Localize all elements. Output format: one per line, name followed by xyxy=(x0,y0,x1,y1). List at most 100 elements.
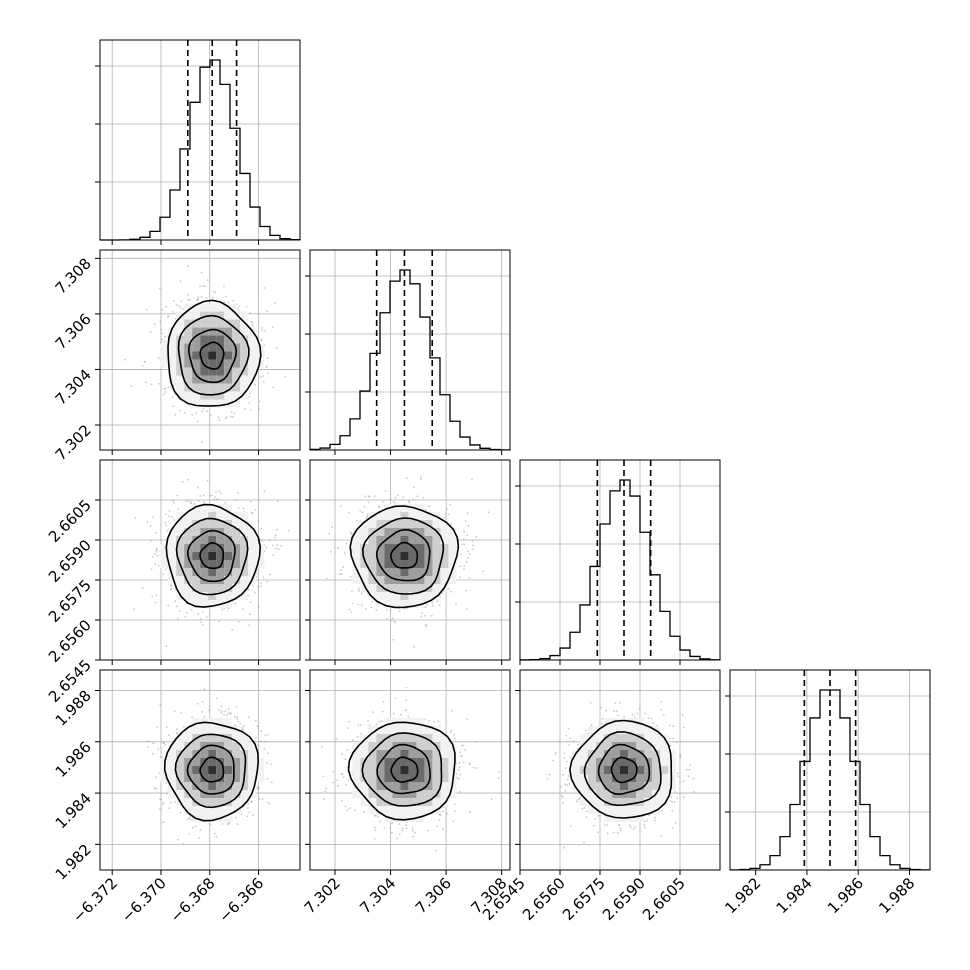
histogram-panel-2 xyxy=(515,459,721,665)
density-cell xyxy=(232,790,241,798)
density-cell xyxy=(216,319,225,328)
density-cell xyxy=(248,544,257,552)
density-cell xyxy=(208,528,217,536)
density-cell xyxy=(184,576,193,584)
density-cell xyxy=(368,742,377,750)
density-cell xyxy=(352,536,361,544)
density-cell xyxy=(248,375,257,384)
density-cell xyxy=(208,335,217,344)
density-cell xyxy=(224,592,233,600)
panel-frame xyxy=(309,459,511,661)
density-cell xyxy=(408,560,417,568)
density-cell xyxy=(360,576,369,584)
density-cell xyxy=(168,528,177,536)
density-cell xyxy=(208,798,217,806)
density-cell xyxy=(636,742,644,750)
density-cell xyxy=(184,375,193,384)
density-cell xyxy=(408,544,417,552)
density-cell xyxy=(216,375,225,384)
density-cell xyxy=(368,552,377,560)
density-cell xyxy=(200,504,209,512)
density-cell xyxy=(588,742,596,750)
density-cell xyxy=(184,391,193,400)
density-cell xyxy=(184,592,193,600)
density-cell xyxy=(184,367,193,376)
density-cell xyxy=(416,798,425,806)
density-cell xyxy=(604,798,612,806)
contour-level xyxy=(349,505,460,609)
density-cell xyxy=(232,359,241,368)
density-cell xyxy=(240,512,249,520)
density-cell xyxy=(192,512,201,520)
contour-level xyxy=(390,541,419,569)
density-cell xyxy=(176,528,185,536)
density-cell xyxy=(208,359,217,368)
density-cell xyxy=(416,552,425,560)
density-cell xyxy=(588,782,596,790)
density-cell xyxy=(232,766,241,774)
density-cell xyxy=(612,798,620,806)
panel-frame xyxy=(519,669,721,871)
density-cell xyxy=(644,774,652,782)
density-cell xyxy=(160,359,169,368)
x-tick-label: 2.6575 xyxy=(559,874,609,924)
density-cell xyxy=(572,782,580,790)
density-cell xyxy=(200,790,209,798)
density-cell xyxy=(168,790,177,798)
density-cell xyxy=(368,726,377,734)
density-cell xyxy=(596,782,604,790)
density-cell xyxy=(612,726,620,734)
density-cell xyxy=(224,758,233,766)
density-cell xyxy=(360,782,369,790)
y-tick-label: 7.302 xyxy=(52,421,95,464)
density-cell xyxy=(440,742,449,750)
density-cell xyxy=(440,790,449,798)
density-cell xyxy=(620,766,628,774)
density-cell xyxy=(660,750,668,758)
density-cell xyxy=(192,766,201,774)
density-cell xyxy=(448,576,457,584)
density-cell xyxy=(216,742,225,750)
density-cell xyxy=(184,327,193,336)
density-cell xyxy=(224,790,233,798)
density-cell xyxy=(368,774,377,782)
density-cell xyxy=(232,552,241,560)
density-cell xyxy=(360,790,369,798)
density-cell xyxy=(424,806,433,814)
density-cell xyxy=(168,375,177,384)
density-cell xyxy=(352,528,361,536)
density-cell xyxy=(416,750,425,758)
density-cell xyxy=(216,351,225,360)
density-cell xyxy=(408,774,417,782)
density-cell xyxy=(168,750,177,758)
density-cell xyxy=(176,319,185,328)
density-cell xyxy=(392,504,401,512)
density-cell xyxy=(176,520,185,528)
density-cell xyxy=(160,560,169,568)
x-tick-label: 1.984 xyxy=(773,874,816,917)
density-cell xyxy=(232,536,241,544)
y-tick-label: 1.984 xyxy=(52,789,95,832)
density-cell xyxy=(652,798,660,806)
density-cell xyxy=(208,351,217,360)
density-cell xyxy=(176,536,185,544)
density-cell xyxy=(580,742,588,750)
density-cell xyxy=(232,319,241,328)
density-cell xyxy=(432,520,441,528)
scatter-panel-1-0 xyxy=(95,249,301,455)
density-cell xyxy=(612,758,620,766)
density-cell xyxy=(360,766,369,774)
density-cell xyxy=(192,600,201,608)
density-cell xyxy=(168,359,177,368)
density-cell xyxy=(160,552,169,560)
density-cell xyxy=(240,782,249,790)
density-cell xyxy=(184,726,193,734)
density-cell xyxy=(232,584,241,592)
density-cell xyxy=(448,568,457,576)
density-cell xyxy=(192,742,201,750)
density-cell xyxy=(604,782,612,790)
density-cell xyxy=(416,774,425,782)
density-cell xyxy=(376,766,385,774)
density-cell xyxy=(416,512,425,520)
density-cell xyxy=(216,806,225,814)
